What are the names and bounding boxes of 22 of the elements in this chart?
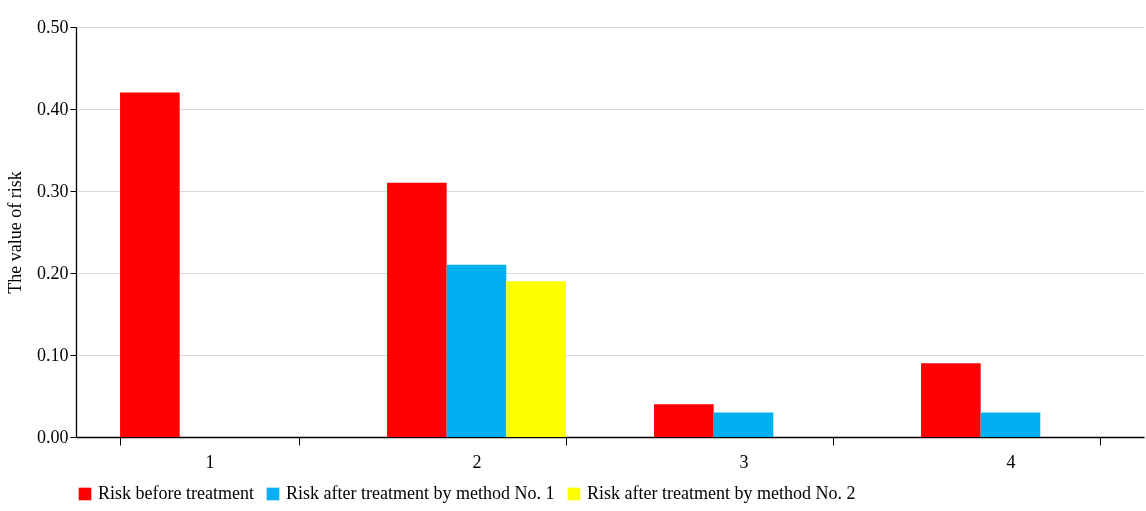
y-tick-label: 0.20 [37,262,69,283]
y-tick-label: 0.10 [37,344,69,365]
y-tick-label: 0.40 [37,98,69,119]
y-tick-label: 0.30 [37,180,69,201]
bar [654,404,714,437]
x-tick-label: 2 [472,451,482,472]
y-tick-label: 0.00 [37,426,69,447]
bar [120,92,180,437]
bar [921,363,981,437]
y-tick-label: 0.50 [37,16,69,37]
legend-label: Risk after treatment by method No. 1 [286,483,555,503]
x-tick-label: 4 [1006,451,1016,472]
bar [387,182,447,437]
bar [506,281,566,437]
bar [446,264,507,437]
legend-label: Risk after treatment by method No. 2 [587,483,856,503]
x-tick-label: 3 [739,451,749,472]
legend-label: Risk before treatment [98,483,254,503]
bar [713,412,774,437]
y-axis-title: The value of risk [5,171,25,294]
bar [980,412,1041,437]
x-tick-label: 1 [205,451,215,472]
